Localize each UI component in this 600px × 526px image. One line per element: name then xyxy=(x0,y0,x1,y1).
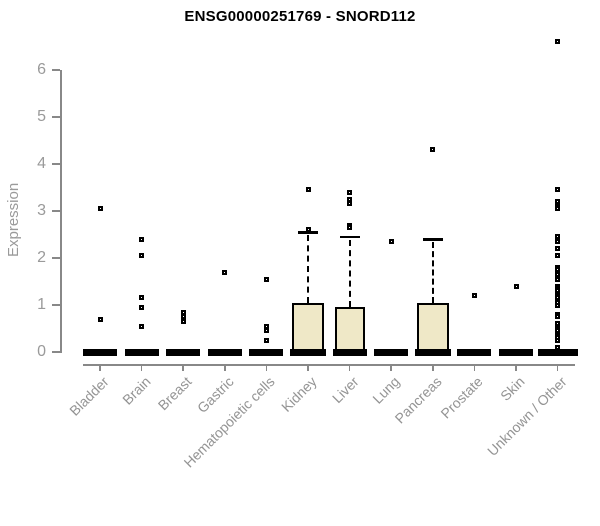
y-tick-label: 0 xyxy=(37,343,46,360)
x-tick xyxy=(307,364,309,371)
whisker-pancreas xyxy=(431,242,434,303)
y-tick xyxy=(52,351,60,353)
y-tick xyxy=(52,116,60,118)
x-tick xyxy=(348,364,351,371)
outlier-point xyxy=(555,302,561,308)
outlier-point xyxy=(513,283,519,289)
whisker-cap-pancreas xyxy=(422,238,443,241)
median-bar-kidney xyxy=(290,348,326,356)
outlier-point xyxy=(555,271,561,277)
outlier-point xyxy=(97,206,103,212)
outlier-point xyxy=(555,239,561,245)
outlier-point xyxy=(555,337,561,343)
outlier-point xyxy=(555,276,561,282)
outlier-point xyxy=(347,201,353,207)
outlier-point xyxy=(180,309,186,315)
median-bar-skin xyxy=(499,348,533,356)
outlier-point xyxy=(430,147,436,153)
y-tick-label: 6 xyxy=(37,61,46,78)
whisker-cap-kidney xyxy=(298,231,318,234)
outlier-point xyxy=(263,323,269,329)
y-axis-line xyxy=(60,70,62,353)
y-tick xyxy=(52,257,60,259)
outlier-point xyxy=(305,187,311,193)
outlier-point xyxy=(555,253,561,259)
outlier-point xyxy=(471,293,477,299)
y-tick-label: 5 xyxy=(37,108,46,125)
outlier-point xyxy=(555,246,561,252)
outlier-point xyxy=(139,253,145,259)
x-tick xyxy=(182,364,184,371)
y-axis-title: Expression xyxy=(5,182,22,257)
y-tick-label: 4 xyxy=(37,155,46,172)
outlier-point xyxy=(388,239,394,245)
outlier-point xyxy=(555,344,561,350)
whisker-liver xyxy=(348,239,351,308)
outlier-point xyxy=(555,39,561,45)
y-tick-label: 1 xyxy=(37,296,46,313)
median-bar-brain xyxy=(124,348,159,356)
y-tick-label: 3 xyxy=(37,202,46,219)
whisker-cap-liver xyxy=(339,235,360,239)
outlier-point xyxy=(263,276,269,282)
outlier-point xyxy=(555,267,561,273)
x-tick xyxy=(556,364,559,371)
whisker-kidney xyxy=(307,235,309,303)
outlier-point xyxy=(139,323,145,329)
outlier-point xyxy=(347,224,353,230)
median-bar-hematopoietic-cells xyxy=(249,348,284,356)
y-tick-label: 2 xyxy=(37,249,46,266)
median-bar-gastric xyxy=(207,348,242,356)
x-tick xyxy=(99,364,101,371)
outlier-point xyxy=(222,269,228,275)
x-tick xyxy=(390,364,392,371)
outlier-point xyxy=(97,316,103,322)
outlier-point xyxy=(347,189,353,195)
median-bar-bladder xyxy=(83,348,117,356)
median-bar-breast xyxy=(166,348,201,356)
outlier-point xyxy=(555,234,561,240)
outlier-point xyxy=(263,337,269,343)
x-axis-line xyxy=(83,364,575,366)
x-tick xyxy=(515,364,517,371)
y-tick xyxy=(52,210,60,212)
outlier-point xyxy=(305,227,311,233)
x-tick xyxy=(432,364,434,371)
y-tick xyxy=(52,163,60,165)
x-tick xyxy=(140,364,143,371)
x-tick xyxy=(265,364,268,371)
y-tick xyxy=(52,304,60,306)
outlier-point xyxy=(555,314,561,320)
outlier-point xyxy=(139,295,145,301)
outlier-point xyxy=(139,304,145,310)
box-pancreas xyxy=(416,302,449,352)
box-liver xyxy=(334,307,365,352)
x-tick xyxy=(473,364,476,371)
median-bar-unknown-other xyxy=(537,348,578,356)
outlier-point xyxy=(263,328,269,334)
outlier-point xyxy=(347,196,353,202)
outlier-point xyxy=(139,236,145,242)
expression-boxplot-chart: ENSG00000251769 - SNORD112 Expression 0 1… xyxy=(5,8,578,471)
median-bar-prostate xyxy=(457,348,492,356)
x-tick xyxy=(224,364,226,371)
median-bar-pancreas xyxy=(414,348,451,356)
outlier-point xyxy=(555,199,561,205)
median-bar-lung xyxy=(374,348,409,356)
y-tick xyxy=(52,69,60,71)
chart-title: ENSG00000251769 - SNORD112 xyxy=(184,8,416,25)
outlier-point xyxy=(555,206,561,212)
median-bar-liver xyxy=(332,348,367,356)
outlier-point xyxy=(555,187,561,193)
box-kidney xyxy=(292,302,324,352)
outlier-point xyxy=(180,318,186,324)
outlier-point xyxy=(180,314,186,320)
